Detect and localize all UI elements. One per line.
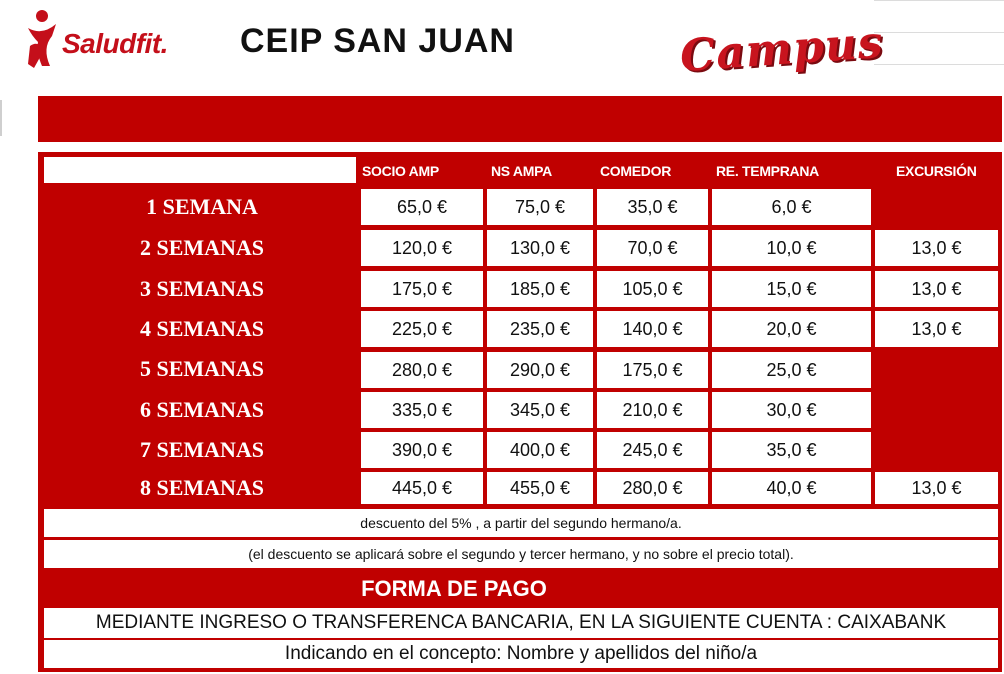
price-cell: 140,0 €: [597, 311, 708, 347]
row-label: 8 SEMANAS: [139, 475, 265, 500]
price-cell: 210,0 €: [597, 392, 708, 428]
grid-line: [874, 64, 1004, 65]
price-cell: 15,0 €: [712, 271, 871, 307]
grid-line: [874, 32, 1004, 33]
price-cell: 105,0 €: [597, 271, 708, 307]
price-cell: 445,0 €: [361, 472, 483, 504]
price-cell: 35,0 €: [597, 189, 708, 225]
discount-note: descuento del 5% , a partir del segundo …: [44, 509, 998, 537]
column-header-comedor: COMEDOR: [600, 163, 672, 179]
payment-concept: Indicando en el concepto: Nombre y apell…: [44, 640, 998, 668]
price-cell: 290,0 €: [487, 352, 593, 388]
table-corner-cell: [44, 157, 356, 183]
price-cell: 13,0 €: [875, 472, 998, 504]
price-cell: 345,0 €: [487, 392, 593, 428]
column-header-ns-ampa: NS AMPA: [491, 163, 552, 179]
price-cell: 120,0 €: [361, 230, 483, 266]
row-label: 6 SEMANAS: [139, 397, 265, 422]
logo-text: Saludfit.: [62, 28, 168, 59]
price-cell: 40,0 €: [712, 472, 871, 504]
discount-detail-note: (el descuento se aplicará sobre el segun…: [44, 540, 998, 568]
page-title: CEIP SAN JUAN: [240, 22, 515, 60]
price-cell: 13,0 €: [875, 230, 998, 266]
grid-line: [0, 100, 2, 136]
row-label: 5 SEMANAS: [139, 356, 265, 381]
saludfit-logo-icon: [28, 10, 56, 68]
row-label: 2 SEMANAS: [139, 235, 265, 260]
price-cell: 280,0 €: [597, 472, 708, 504]
price-cell: 235,0 €: [487, 311, 593, 347]
price-cell: 175,0 €: [597, 352, 708, 388]
price-cell: 30,0 €: [712, 392, 871, 428]
price-cell: 130,0 €: [487, 230, 593, 266]
price-cell: 280,0 €: [361, 352, 483, 388]
price-cell: 335,0 €: [361, 392, 483, 428]
grid-line: [874, 0, 1004, 1]
payment-title: FORMA DE PAGO: [361, 576, 547, 601]
price-cell: 20,0 €: [712, 311, 871, 347]
price-cell: 10,0 €: [712, 230, 871, 266]
campus-logo-text: Campus: [678, 16, 886, 83]
price-cell: 185,0 €: [487, 271, 593, 307]
column-header-re-temprana: RE. TEMPRANA: [716, 163, 819, 179]
price-cell: 70,0 €: [597, 230, 708, 266]
price-cell: 390,0 €: [361, 432, 483, 468]
price-cell: 455,0 €: [487, 472, 593, 504]
payment-method: MEDIANTE INGRESO O TRANSFERENCA BANCARIA…: [44, 608, 998, 638]
price-cell: 13,0 €: [875, 271, 998, 307]
red-banner: [38, 96, 1002, 142]
row-label: 3 SEMANAS: [139, 276, 265, 301]
row-label: 7 SEMANAS: [139, 437, 265, 462]
row-label: 4 SEMANAS: [139, 316, 265, 341]
price-cell: 225,0 €: [361, 311, 483, 347]
column-header-socio-amp: SOCIO AMP: [362, 163, 439, 179]
price-cell: 75,0 €: [487, 189, 593, 225]
price-cell: 245,0 €: [597, 432, 708, 468]
price-cell: 65,0 €: [361, 189, 483, 225]
row-label: 1 SEMANA: [146, 194, 258, 219]
column-header-excursion: EXCURSIÓN: [896, 163, 977, 179]
price-cell: 13,0 €: [875, 311, 998, 347]
price-cell: 25,0 €: [712, 352, 871, 388]
price-cell: 6,0 €: [712, 189, 871, 225]
price-cell: 35,0 €: [712, 432, 871, 468]
price-cell: 175,0 €: [361, 271, 483, 307]
price-cell: 400,0 €: [487, 432, 593, 468]
